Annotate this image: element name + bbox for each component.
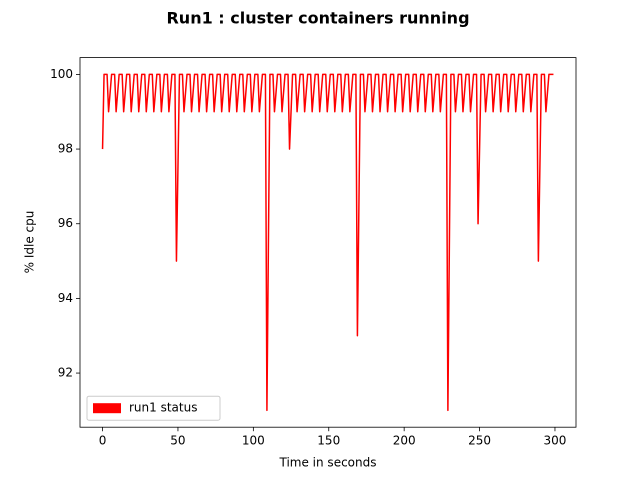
y-tick-label: 92 [58,366,73,380]
y-tick-label: 94 [58,291,73,305]
y-tick-label: 98 [58,142,73,156]
y-axis-label: % Idle cpu [23,211,37,274]
legend-label: run1 status [129,401,197,415]
data-line [101,73,554,412]
x-axis-label: Time in seconds [279,456,377,470]
legend-box [86,395,221,421]
x-tick-label: 50 [170,434,185,448]
x-tick-label: 200 [393,434,416,448]
x-tick-label: 150 [317,434,340,448]
x-tick-label: 0 [99,434,107,448]
y-tick-label: 96 [58,216,73,230]
legend-swatch [93,403,121,414]
x-tick-label: 250 [468,434,491,448]
axes-frame [79,57,577,428]
y-tick-label: 100 [50,67,73,81]
x-tick-label: 300 [544,434,567,448]
chart-title: Run1 : cluster containers running [166,9,469,28]
x-tick-label: 100 [242,434,265,448]
